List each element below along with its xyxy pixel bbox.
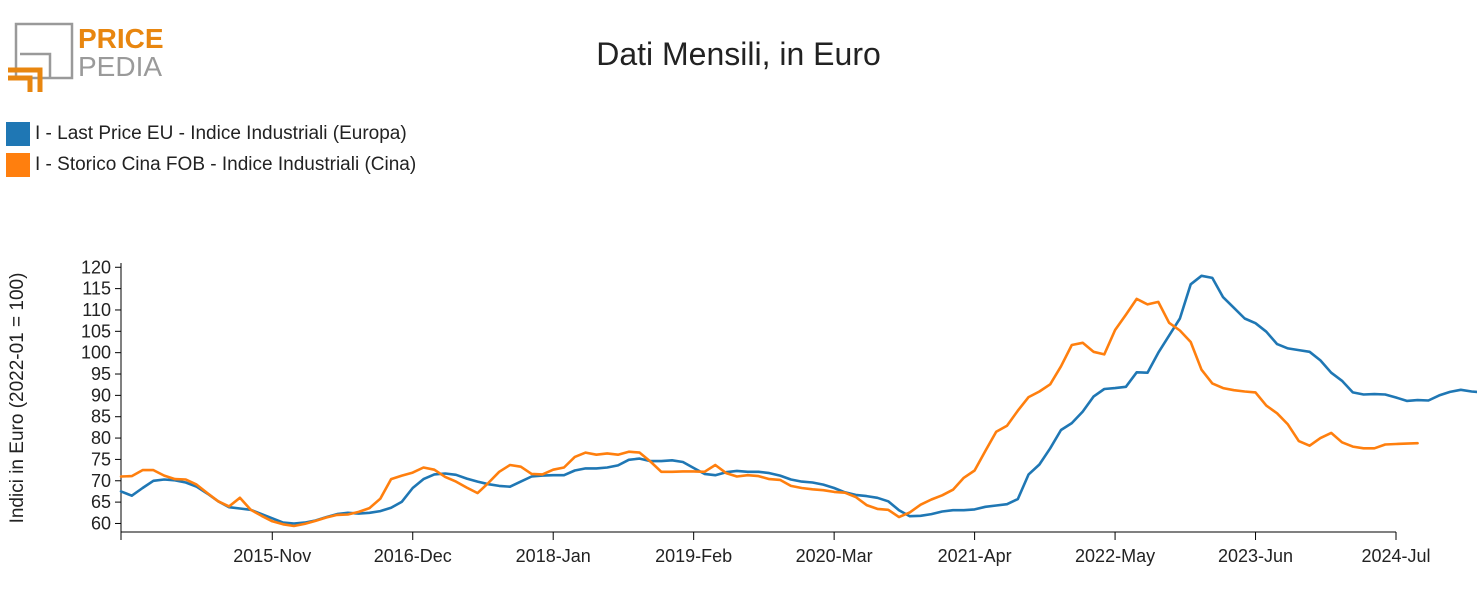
- x-axis: 2015-Nov 2016-Dec 2018-Jan 2019-Feb 2020-Mar…: [120, 531, 1431, 566]
- y-tick-label: 115: [82, 279, 111, 299]
- x-tick-label: 2015-Nov: [233, 546, 311, 566]
- y-tick-label: 85: [91, 407, 111, 427]
- legend-label-cina: I - Storico Cina FOB - Indice Industrial…: [35, 153, 417, 175]
- x-tick-label: 2021-Apr: [938, 546, 1012, 566]
- chart-legend: I - Last Price EU - Indice Industriali (…: [6, 118, 416, 180]
- y-tick-label: 60: [91, 513, 111, 533]
- legend-label-europa: I - Last Price EU - Indice Industriali (…: [35, 122, 407, 144]
- chart-title: Dati Mensili, in Euro: [596, 36, 881, 72]
- pricepedia-logo: PRICE PEDIA: [6, 18, 166, 94]
- series-line-0[interactable]: [119, 274, 1477, 525]
- series-layer: [119, 274, 1477, 528]
- legend-swatch-cina: [6, 152, 30, 177]
- y-tick-label: 75: [91, 449, 111, 469]
- y-tick-label: 95: [91, 364, 111, 384]
- y-tick-label: 70: [91, 471, 111, 491]
- y-tick-label: 100: [81, 343, 111, 363]
- y-tick-label: 80: [91, 428, 111, 448]
- x-tick-label: 2020-Mar: [796, 546, 873, 566]
- x-tick-label: 2019-Feb: [655, 546, 732, 566]
- y-axis-title: Indici in Euro (2022-01 = 100): [7, 273, 28, 524]
- y-tick-label: 120: [81, 257, 111, 277]
- y-tick-label: 105: [81, 321, 111, 341]
- x-tick-label: 2024-Jul: [1361, 546, 1430, 566]
- pricepedia-logo-mark: PRICE PEDIA: [8, 22, 164, 92]
- x-tick-label: 2016-Dec: [374, 546, 452, 566]
- legend-item-europa[interactable]: I - Last Price EU - Indice Industriali (…: [6, 118, 416, 149]
- x-tick-label: 2018-Jan: [516, 546, 591, 566]
- x-tick-label: 2022-May: [1075, 546, 1155, 566]
- y-tick-label: 65: [91, 492, 111, 512]
- y-tick-label: 90: [91, 385, 111, 405]
- logo-text-price: PRICE: [78, 23, 164, 54]
- logo-text-pedia: PEDIA: [78, 51, 162, 82]
- legend-item-cina[interactable]: I - Storico Cina FOB - Indice Industrial…: [6, 149, 416, 180]
- series-line-1[interactable]: [119, 297, 1419, 528]
- x-tick-label: 2023-Jun: [1218, 546, 1293, 566]
- legend-swatch-europa: [6, 121, 30, 146]
- y-tick-label: 110: [82, 300, 111, 320]
